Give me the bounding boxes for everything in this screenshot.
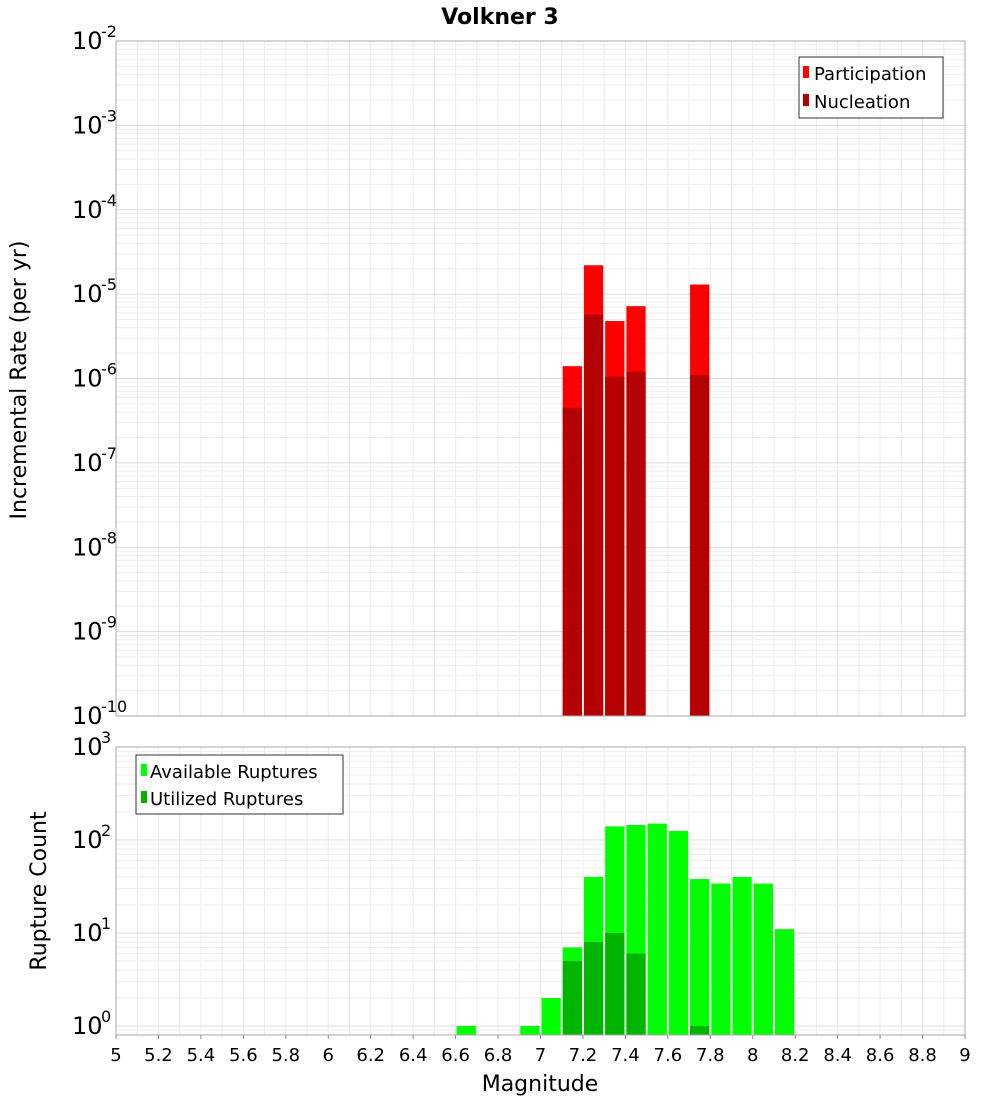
count-y-tick-exponent: 1 (101, 914, 111, 933)
count-available-ruptures-bar (732, 877, 752, 1035)
x-tick-label: 7.4 (611, 1045, 640, 1066)
x-tick-label: 6.4 (399, 1045, 428, 1066)
rate-bars (562, 265, 710, 716)
x-axis-label: Magnitude (482, 1072, 599, 1097)
x-tick-label: 5.2 (144, 1045, 173, 1066)
count-available-ruptures-bar (541, 997, 561, 1035)
x-tick-label: 8 (747, 1045, 758, 1066)
utilized-legend-label: Utilized Ruptures (150, 789, 303, 810)
rate-y-axis-label: Incremental Rate (per yr) (7, 241, 32, 520)
count-utilized-ruptures-bar (605, 932, 625, 1035)
count-y-tick-exponent: 0 (101, 1007, 111, 1026)
utilized-legend-swatch (141, 791, 147, 803)
count-available-ruptures-bar (774, 929, 795, 1035)
x-tick-label: 8.4 (823, 1045, 852, 1066)
rate-y-tick-exponent: -3 (101, 106, 117, 125)
x-tick-label: 5 (110, 1045, 121, 1066)
rate-y-tick-exponent: -6 (101, 360, 117, 379)
rate-y-tick-exponent: -5 (101, 275, 117, 294)
participation-legend-label: Participation (814, 64, 926, 85)
count-available-ruptures-bar (456, 1025, 476, 1035)
count-legend-box (135, 754, 344, 815)
count-utilized-ruptures-bar (690, 1025, 710, 1035)
count-y-tick-label: 10 (72, 919, 103, 947)
available-legend-label: Available Ruptures (150, 762, 318, 783)
count-available-ruptures-bar (711, 883, 731, 1035)
count-y-tick-label: 10 (72, 733, 103, 761)
rate-nucleation-bar (690, 375, 710, 716)
x-tick-label: 9 (959, 1045, 970, 1066)
rate-gridlines (115, 40, 966, 717)
x-tick-label: 6 (323, 1045, 334, 1066)
rate-y-tick-label: 10 (72, 702, 103, 730)
count-available-ruptures-bar (753, 883, 773, 1035)
count-available-ruptures-bar (520, 1025, 540, 1035)
count-available-ruptures-bar (668, 830, 689, 1035)
rate-nucleation-bar (583, 314, 604, 716)
rate-y-tick-label: 10 (72, 533, 103, 561)
rate-y-tick-exponent: -9 (101, 613, 117, 632)
rate-y-tick-label: 10 (72, 365, 103, 393)
x-tick-label: 7 (535, 1045, 546, 1066)
count-x-ticks: 5 5.2 5.4 5.6 5.8 6 6.2 6.4 6.6 6.8 7 7.2 7.4 7.6 7.8 8… (110, 1035, 971, 1066)
x-tick-label: 6.2 (356, 1045, 385, 1066)
count-y-tick-label: 10 (72, 1012, 103, 1040)
count-y-tick-exponent: 3 (101, 728, 111, 747)
count-utilized-ruptures-bar (583, 942, 604, 1035)
x-tick-label: 8.8 (908, 1045, 937, 1066)
rate-y-tick-label: 10 (72, 111, 103, 139)
rate-plot-border (115, 40, 966, 717)
x-tick-label: 6.6 (441, 1045, 470, 1066)
rate-y-tick-exponent: -7 (101, 444, 117, 463)
available-legend-swatch (141, 764, 147, 776)
rate-y-tick-label: 10 (72, 618, 103, 646)
count-utilized-ruptures-bar (562, 960, 582, 1035)
x-tick-label: 8.6 (866, 1045, 895, 1066)
nucleation-legend-label: Nucleation (814, 92, 910, 113)
rate-y-tick-exponent: -4 (101, 191, 117, 210)
rate-y-tick-label: 10 (72, 280, 103, 308)
x-tick-label: 8.2 (781, 1045, 810, 1066)
rate-y-tick-exponent: -8 (101, 528, 117, 547)
count-legend: Available Ruptures Utilized Ruptures (135, 754, 344, 815)
rate-legend: Participation Nucleation (798, 56, 944, 119)
count-y-tick-exponent: 2 (101, 821, 111, 840)
participation-legend-swatch (803, 66, 809, 78)
x-tick-label: 5.8 (271, 1045, 300, 1066)
x-tick-label: 6.8 (484, 1045, 513, 1066)
rate-y-tick-label: 10 (72, 196, 103, 224)
rate-nucleation-bar (626, 371, 646, 716)
count-y-tick-label: 10 (72, 826, 103, 854)
chart-title: Volkner 3 (441, 5, 559, 30)
x-tick-label: 7.2 (569, 1045, 598, 1066)
count-utilized-ruptures-bar (626, 953, 646, 1035)
nucleation-legend-swatch (803, 94, 809, 106)
count-available-ruptures-bar (647, 823, 667, 1035)
count-bars (456, 823, 795, 1035)
rate-y-tick-label: 10 (72, 27, 103, 55)
x-tick-label: 7.8 (696, 1045, 725, 1066)
rate-nucleation-bar (605, 376, 625, 716)
rate-legend-box (798, 56, 944, 119)
rate-y-tick-exponent: -10 (101, 697, 127, 716)
x-tick-label: 5.4 (187, 1045, 216, 1066)
rate-y-tick-label: 10 (72, 449, 103, 477)
count-y-axis-label: Rupture Count (27, 811, 52, 971)
rate-y-tick-exponent: -2 (101, 22, 117, 41)
rate-nucleation-bar (562, 407, 582, 716)
x-tick-label: 7.6 (654, 1045, 683, 1066)
x-tick-label: 5.6 (229, 1045, 258, 1066)
count-available-ruptures-bar (690, 879, 710, 1035)
